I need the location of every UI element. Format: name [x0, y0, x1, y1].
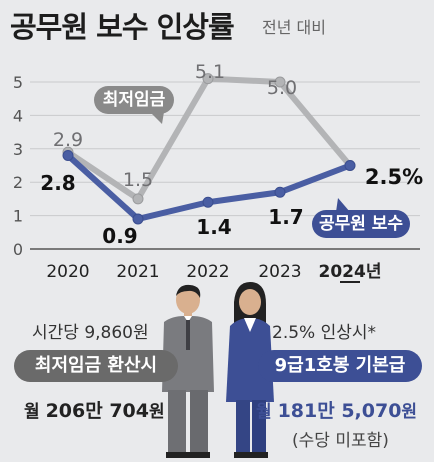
min-wage-amount-value: 206만 704 — [45, 400, 149, 422]
base-salary-amount-value: 181만 5,070 — [277, 400, 402, 422]
min-wage-conversion-label: 최저임금 환산시 — [34, 355, 158, 376]
line-chart: 0 1 2 3 4 5 2020 2021 2022 2023 2024년 2.9 1.5 5.1 5.0 2… — [13, 61, 423, 283]
legend-min-wage: 최저임금 — [94, 86, 174, 114]
legend-civil-servant-label: 공무원 보수 — [318, 214, 404, 234]
min-wage-point — [274, 76, 286, 88]
page-subtitle: 전년 대비 — [262, 18, 326, 37]
allowance-note: (수당 미포함) — [292, 431, 389, 451]
min-wage-conversion-box: 최저임금 환산시 — [14, 350, 178, 382]
current-year-marker — [340, 281, 360, 283]
civil-servant-point — [344, 160, 356, 171]
civil-servant-data-label: 0.9 — [102, 224, 137, 248]
legend-civil-servant: 공무원 보수 — [312, 210, 410, 238]
legend-min-wage-label: 최저임금 — [102, 90, 166, 110]
min-wage-data-label: 5.0 — [267, 77, 297, 99]
civil-servant-data-label: 2.8 — [40, 171, 75, 195]
page-title: 공무원 보수 인상률 — [10, 10, 235, 44]
min-wage-monthly-amount: 월 206만 704원 — [24, 396, 165, 423]
y-tick-label: 1 — [13, 207, 23, 226]
min-wage-data-label: 1.5 — [123, 169, 153, 191]
people-illustration — [162, 282, 274, 458]
base-salary-label: 9급1호봉 기본급 — [274, 355, 406, 376]
civil-servant-data-label: 1.7 — [268, 205, 303, 229]
hourly-wage-caption: 시간당 9,860원 — [32, 323, 149, 343]
y-tick-label: 0 — [13, 240, 23, 259]
civil-servant-point — [202, 196, 214, 208]
civil-servant-point — [132, 213, 144, 225]
y-tick-label: 5 — [13, 73, 23, 92]
woman-figure — [226, 282, 274, 458]
legend-min-wage-pointer — [150, 112, 164, 124]
civil-servant-point — [274, 186, 286, 198]
y-tick-label: 3 — [13, 140, 23, 159]
base-salary-amount-prefix: 월 — [256, 402, 278, 422]
min-wage-point — [132, 193, 144, 205]
min-wage-point — [202, 73, 214, 85]
min-wage-data-label: 5.1 — [195, 61, 225, 83]
x-tick-label: 2023 — [258, 262, 301, 282]
civil-servant-data-label: 1.4 — [196, 215, 231, 239]
base-salary-monthly-amount: 월 181만 5,070원 — [256, 396, 417, 423]
y-tick-label: 2 — [13, 173, 23, 192]
legend-civil-servant-pointer — [336, 198, 350, 212]
raise-caption: 2.5% 인상시* — [272, 323, 377, 343]
min-wage-data-label: 2.9 — [53, 129, 83, 151]
min-wage-amount-suffix: 원 — [148, 402, 165, 422]
civil-servant-data-label: 2.5% — [365, 165, 423, 189]
base-salary-amount-suffix: 원 — [401, 402, 418, 422]
civil-servant-point — [62, 149, 74, 161]
base-salary-box: 9급1호봉 기본급 — [258, 350, 422, 382]
x-tick-label: 2021 — [116, 262, 159, 282]
min-wage-amount-prefix: 월 — [24, 402, 46, 422]
x-tick-label: 2022 — [186, 262, 229, 282]
x-tick-label: 2020 — [46, 262, 89, 282]
x-tick-label: 2024년 — [319, 262, 382, 282]
civil-servant-series-line — [65, 152, 353, 222]
y-tick-label: 4 — [13, 106, 23, 125]
